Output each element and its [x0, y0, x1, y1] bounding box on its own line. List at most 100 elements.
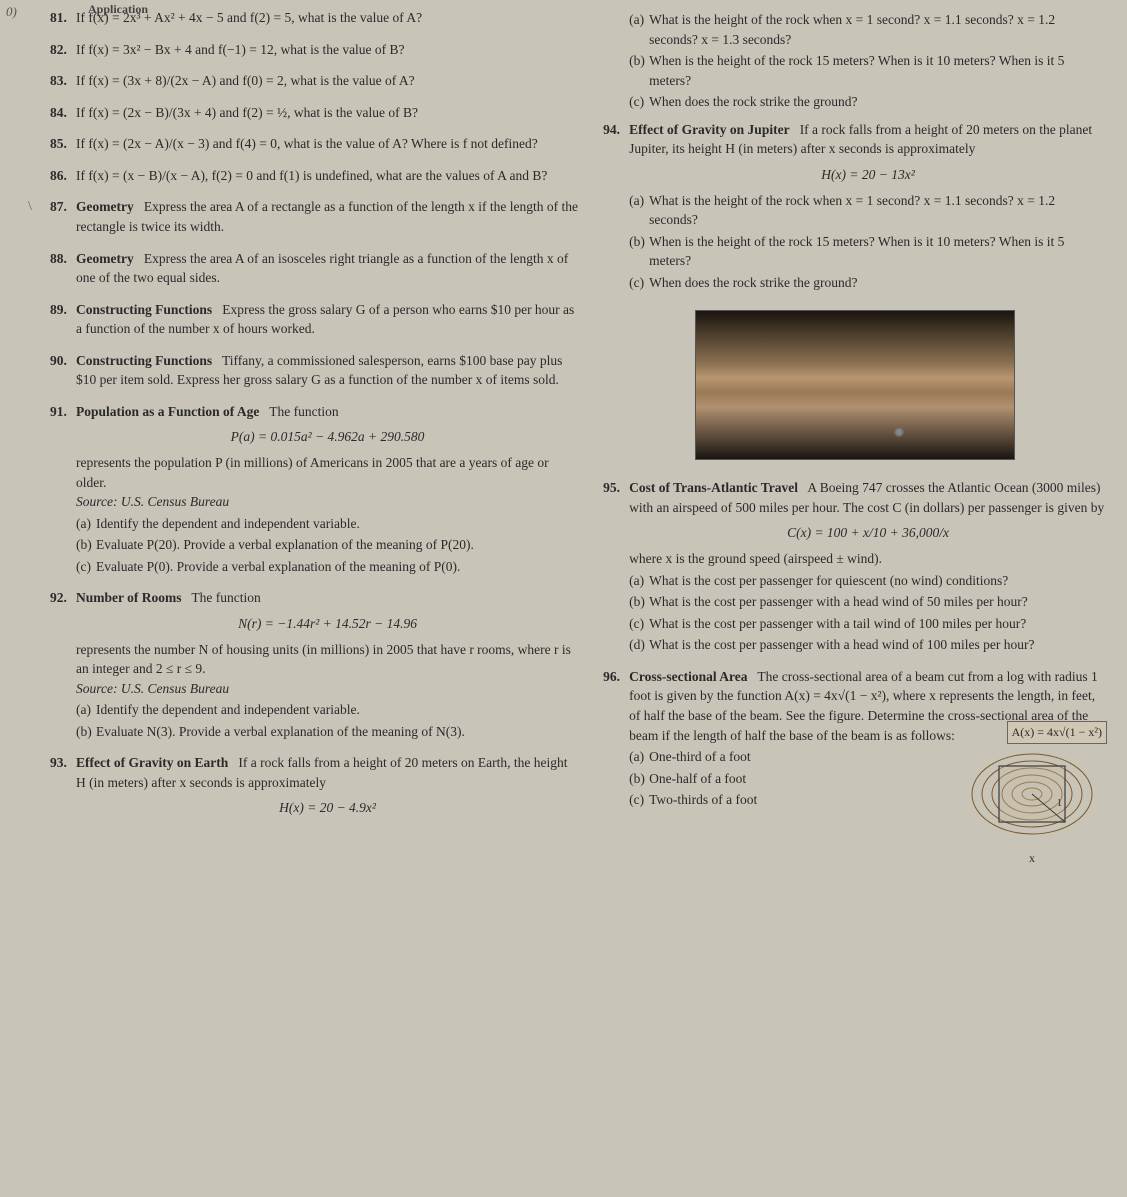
problem-89: 89. Constructing Functions Express the g…	[50, 300, 579, 339]
ptext: Express the area A of an isosceles right…	[76, 251, 568, 286]
pnum: 90.	[50, 351, 67, 371]
plead: The function	[191, 590, 260, 605]
page: 81. If f(x) = 2x³ + Ax² + 4x − 5 and f(2…	[0, 0, 1127, 863]
problem-83: 83. If f(x) = (3x + 8)/(2x − A) and f(0)…	[50, 71, 579, 91]
sub-text: Evaluate P(20). Provide a verbal explana…	[96, 537, 474, 552]
ptext: If f(x) = (3x + 8)/(2x − A) and f(0) = 2…	[76, 73, 415, 88]
sub-text: Two-thirds of a foot	[649, 792, 757, 807]
pnum: 93.	[50, 753, 67, 773]
ptitle: Geometry	[76, 199, 134, 214]
sub-a: (a) Identify the dependent and independen…	[76, 514, 579, 534]
sub-text: Evaluate N(3). Provide a verbal explanat…	[96, 724, 465, 739]
problem-94: 94. Effect of Gravity on Jupiter If a ro…	[603, 120, 1107, 293]
sub-label: (c)	[76, 557, 91, 577]
sub-a: (a)Identify the dependent and independen…	[76, 700, 579, 720]
sub-label: (b)	[629, 769, 645, 789]
sub-c: (c)What is the cost per passenger with a…	[629, 614, 1107, 634]
sub-text: Identify the dependent and independent v…	[96, 516, 360, 531]
sub-label: (a)	[76, 514, 91, 534]
sub-label: (b)	[76, 535, 92, 555]
beam-formula-label: A(x) = 4x√(1 − x²)	[1007, 721, 1107, 744]
sub-label: (a)	[76, 700, 91, 720]
sub-text: When does the rock strike the ground?	[649, 275, 857, 290]
plead: The function	[269, 404, 338, 419]
sub-text: What is the cost per passenger with a he…	[649, 637, 1034, 652]
source: Source: U.S. Census Bureau	[76, 679, 579, 699]
problem-93-subs: (a) What is the height of the rock when x…	[603, 8, 1107, 112]
problem-82: 82. If f(x) = 3x² − Bx + 4 and f(−1) = 1…	[50, 40, 579, 60]
ptext: Express the area A of a rectangle as a f…	[76, 199, 578, 234]
sub-c: (c)Evaluate P(0). Provide a verbal expla…	[76, 557, 579, 577]
sub-a: (a) One-third of a foot	[629, 747, 1107, 767]
sub-label: (c)	[629, 614, 644, 634]
formula: C(x) = 100 + x/10 + 36,000/x	[629, 523, 1107, 543]
sub-a: (a) What is the height of the rock when x…	[629, 10, 1107, 49]
ptext: If f(x) = 3x² − Bx + 4 and f(−1) = 12, w…	[76, 42, 405, 57]
sub-text: One-third of a foot	[649, 749, 751, 764]
sub-label: (c)	[629, 273, 644, 293]
problem-88: 88. Geometry Express the area A of an is…	[50, 249, 579, 288]
sub-text: One-half of a foot	[649, 771, 746, 786]
problem-92: 92. Number of Rooms The function N(r) = …	[50, 588, 579, 741]
beam-x-label: x	[957, 850, 1107, 867]
sub-c: (c) Two-thirds of a foot	[629, 790, 1107, 810]
sub-a: (a)What is the cost per passenger for qu…	[629, 571, 1107, 591]
sub-a: (a)What is the height of the rock when x…	[629, 191, 1107, 230]
pbody: represents the population P (in millions…	[76, 453, 579, 492]
sub-label: (d)	[629, 635, 645, 655]
ptext: If f(x) = 2x³ + Ax² + 4x − 5 and f(2) = …	[76, 10, 422, 25]
ptext: If f(x) = (2x − B)/(3x + 4) and f(2) = ½…	[76, 105, 418, 120]
pnum: 87.	[50, 197, 67, 217]
ptitle: Population as a Function of Age	[76, 404, 259, 419]
problem-87: \ 87. Geometry Express the area A of a r…	[50, 197, 579, 236]
ptitle: Constructing Functions	[76, 302, 212, 317]
jupiter-image	[695, 310, 1015, 460]
pbody: represents the number N of housing units…	[76, 640, 579, 679]
formula: H(x) = 20 − 4.9x²	[76, 798, 579, 818]
sub-b: (b) Evaluate P(20). Provide a verbal expl…	[76, 535, 579, 555]
pnum: 92.	[50, 588, 67, 608]
annotation-mark: \	[28, 197, 32, 217]
sub-text: What is the height of the rock when x = …	[649, 193, 1055, 228]
page-edge: 0)	[6, 4, 17, 20]
pnum: 95.	[603, 478, 620, 498]
problem-85: 85. If f(x) = (2x − A)/(x − 3) and f(4) …	[50, 134, 579, 154]
pnum: 84.	[50, 103, 67, 123]
sub-c: (c) When does the rock strike the ground?	[629, 273, 1107, 293]
ptext: If f(x) = (x − B)/(x − A), f(2) = 0 and …	[76, 168, 547, 183]
formula: N(r) = −1.44r² + 14.52r − 14.96	[76, 614, 579, 634]
pnum: 86.	[50, 166, 67, 186]
sub-text: What is the cost per passenger with a he…	[649, 594, 1028, 609]
ptitle: Number of Rooms	[76, 590, 182, 605]
sub-b: (b) What is the cost per passenger with a…	[629, 592, 1107, 612]
pnum: 82.	[50, 40, 67, 60]
sub-b: (b)When is the height of the rock 15 met…	[629, 232, 1107, 271]
right-column: (a) What is the height of the rock when x…	[603, 8, 1107, 855]
sub-text: What is the cost per passenger for quies…	[649, 573, 1008, 588]
ptitle: Cross-sectional Area	[629, 669, 747, 684]
pbody: where x is the ground speed (airspeed ± …	[629, 549, 1107, 569]
sub-b: (b)When is the height of the rock 15 met…	[629, 51, 1107, 90]
problem-90: 90. Constructing Functions Tiffany, a co…	[50, 351, 579, 390]
problem-91: 91. Population as a Function of Age The …	[50, 402, 579, 577]
sub-label: (b)	[629, 51, 645, 71]
problem-95: 95. Cost of Trans-Atlantic Travel A Boei…	[603, 478, 1107, 655]
pnum: 83.	[50, 71, 67, 91]
sub-label: (a)	[629, 10, 644, 30]
problem-96: 96. Cross-sectional Area The cross-secti…	[603, 667, 1107, 851]
sub-label: (c)	[629, 790, 644, 810]
ptitle: Effect of Gravity on Earth	[76, 755, 228, 770]
sub-label: (b)	[76, 722, 92, 742]
sub-text: When is the height of the rock 15 meters…	[649, 234, 1064, 269]
problem-81: 81. If f(x) = 2x³ + Ax² + 4x − 5 and f(2…	[50, 8, 579, 28]
pnum: 85.	[50, 134, 67, 154]
pnum: 81.	[50, 8, 67, 28]
problem-84: 84. If f(x) = (2x − B)/(3x + 4) and f(2)…	[50, 103, 579, 123]
sub-text: When does the rock strike the ground?	[649, 94, 857, 109]
sub-d: (d) What is the cost per passenger with a…	[629, 635, 1107, 655]
sub-text: When is the height of the rock 15 meters…	[649, 53, 1064, 88]
sub-text: What is the height of the rock when x = …	[649, 12, 1055, 47]
sub-label: (a)	[629, 747, 644, 767]
left-column: 81. If f(x) = 2x³ + Ax² + 4x − 5 and f(2…	[50, 8, 579, 855]
sub-label: (b)	[629, 592, 645, 612]
